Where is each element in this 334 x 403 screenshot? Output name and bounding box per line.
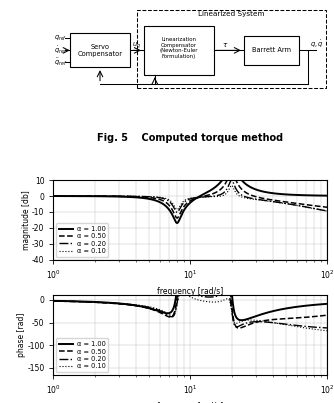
- Legend: α = 1.00, α = 0.50, α = 0.20, α = 0.10: α = 1.00, α = 0.50, α = 0.20, α = 0.10: [56, 223, 109, 257]
- Y-axis label: magnitude [db]: magnitude [db]: [21, 190, 30, 250]
- X-axis label: frequency [rad/s]: frequency [rad/s]: [157, 287, 223, 295]
- Text: Linearized System: Linearized System: [198, 11, 265, 17]
- Y-axis label: phase [rad]: phase [rad]: [17, 313, 26, 357]
- Text: $\tau$: $\tau$: [222, 41, 228, 49]
- Text: $\ddot{q}_{ref}$: $\ddot{q}_{ref}$: [54, 56, 67, 69]
- Text: Barrett Arm: Barrett Arm: [252, 48, 291, 53]
- Legend: α = 1.00, α = 0.50, α = 0.20, α = 0.10: α = 1.00, α = 0.50, α = 0.20, α = 0.10: [56, 339, 109, 372]
- Text: $u_q$: $u_q$: [132, 40, 141, 51]
- Text: $q_{ref}$: $q_{ref}$: [54, 34, 67, 43]
- Bar: [244, 36, 299, 65]
- Text: Linearization
Compensator
(Newton-Euler
Formulation): Linearization Compensator (Newton-Euler …: [160, 37, 198, 59]
- Text: $\dot{q}_{ref}$: $\dot{q}_{ref}$: [54, 44, 67, 56]
- Bar: [144, 26, 214, 75]
- Bar: [70, 33, 130, 67]
- Text: Servo
Compensator: Servo Compensator: [77, 44, 123, 57]
- Text: Fig. 5    Computed torque method: Fig. 5 Computed torque method: [97, 133, 284, 143]
- Text: $q,\dot{q}$: $q,\dot{q}$: [310, 38, 323, 50]
- X-axis label: frequency [rad/s]: frequency [rad/s]: [157, 402, 223, 403]
